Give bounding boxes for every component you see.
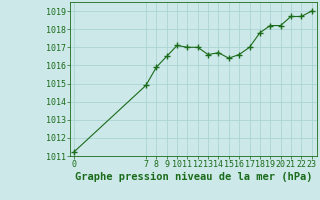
X-axis label: Graphe pression niveau de la mer (hPa): Graphe pression niveau de la mer (hPa) xyxy=(75,172,312,182)
